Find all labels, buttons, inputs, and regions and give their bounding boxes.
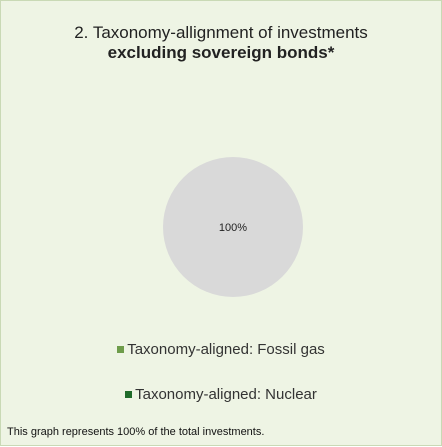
legend-swatch-icon	[125, 391, 133, 398]
legend-item-nuclear: Taxonomy-aligned: Nuclear	[1, 386, 441, 403]
pie-data-label: 100%	[219, 222, 247, 234]
chart-subtitle: excluding sovereign bonds*	[107, 43, 335, 62]
pie-slice	[163, 157, 303, 297]
legend-label: Taxonomy-aligned: Fossil gas	[127, 341, 325, 358]
legend-item-fossil-gas: Taxonomy-aligned: Fossil gas	[1, 341, 441, 358]
legend-swatch-icon	[117, 346, 125, 353]
chart-title: 2. Taxonomy-allignment of investments ex…	[1, 23, 441, 63]
chart-title-line: 2. Taxonomy-allignment of investments	[74, 23, 368, 42]
footnote: This graph represents 100% of the total …	[7, 426, 265, 438]
legend-label: Taxonomy-aligned: Nuclear	[135, 386, 317, 403]
